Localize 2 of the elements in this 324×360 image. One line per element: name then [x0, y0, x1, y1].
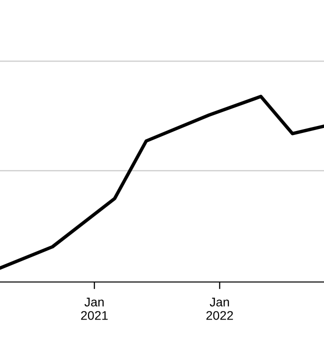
- x-tick-label: Jan 2022: [206, 298, 233, 320]
- x-tick-label: Jan 2021: [81, 298, 108, 320]
